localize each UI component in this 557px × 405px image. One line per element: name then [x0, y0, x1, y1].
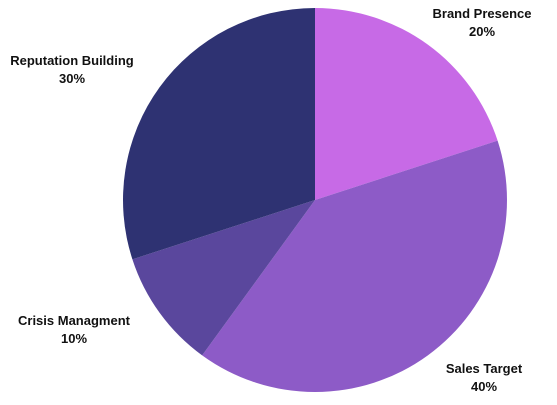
pie-slices: [123, 8, 507, 392]
slice-value-label-reputation-building: 30%: [59, 71, 85, 86]
pie-slice-crisis-managment: [132, 200, 315, 356]
pie-slice-brand-presence: [315, 8, 498, 200]
slice-label-crisis-managment: Crisis Managment: [18, 313, 131, 328]
slice-label-sales-target: Sales Target: [446, 361, 523, 376]
slice-value-label-crisis-managment: 10%: [61, 331, 87, 346]
pie-slice-sales-target: [202, 140, 507, 392]
slice-value-label-sales-target: 40%: [471, 379, 497, 394]
slice-label-reputation-building: Reputation Building: [10, 53, 134, 68]
slice-value-label-brand-presence: 20%: [469, 24, 495, 39]
slice-label-brand-presence: Brand Presence: [433, 6, 532, 21]
pie-slice-reputation-building: [123, 8, 316, 260]
pie-labels: Brand Presence 20% Sales Target 40% Crisis M…: [10, 6, 531, 394]
